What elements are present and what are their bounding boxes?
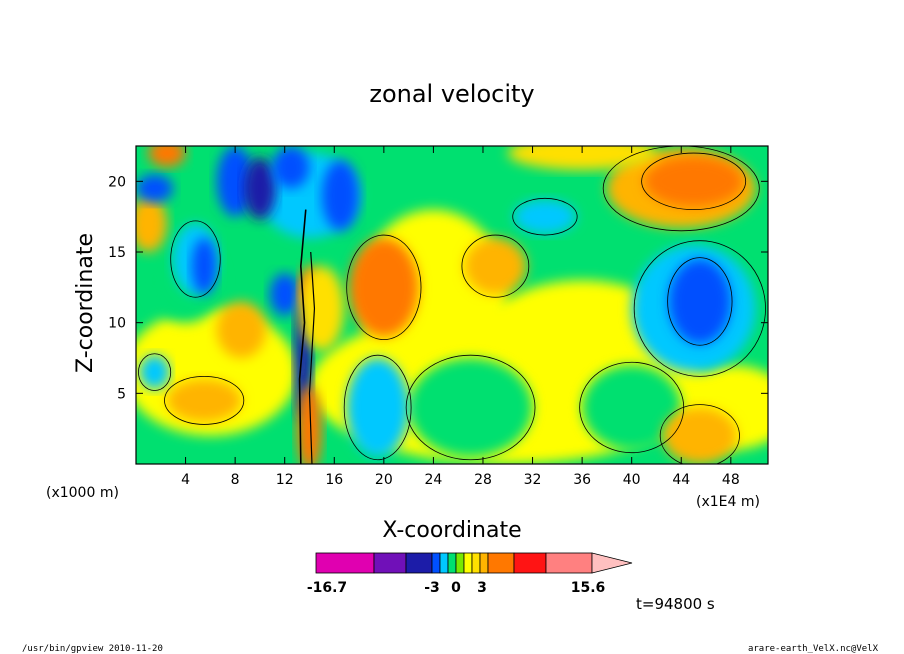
field-blob-15 [136,195,167,252]
field-blob-28 [136,174,174,203]
colorbar-level-0 [315,552,375,574]
colorbar-level-12 [545,552,593,574]
field-blob-26 [272,146,310,189]
contour-line-12 [659,404,740,464]
colorbar-level-8 [471,552,481,574]
colorbar-level-6 [455,552,465,574]
contour-lines [138,146,766,464]
field-blob-13 [166,379,242,422]
y-tick-label-1: 10 [108,316,126,332]
x-tick-label-5: 24 [424,472,442,488]
contour-column-line [298,209,307,464]
y-axis-label: Z-coordinate [73,233,98,373]
x-tick-label-8: 36 [573,472,591,488]
chart-title: zonal velocity [369,80,534,108]
x-tick-label-2: 12 [276,472,294,488]
x-axis-label: X-coordinate [382,518,521,543]
x-tick-label-6: 28 [474,472,492,488]
contour-line-10 [164,375,245,425]
colorbar-extend-arrow [591,552,633,574]
colorbar: -16.7 -3 0 3 15.6 [307,552,633,596]
field-blob-31 [148,146,186,168]
footer-right: arare-earth_VelX.nc@VelX [748,644,879,654]
field-blob-23 [191,237,217,295]
y-tick-label-2: 15 [108,245,126,261]
contour-line-5 [461,234,530,298]
field-blob-27 [321,160,360,231]
colorbar-level-10 [487,552,515,574]
y-tick-label-0: 5 [117,386,126,402]
field-blob-17 [668,259,731,344]
field-blob-18 [346,358,409,457]
x-tick-label-11: 48 [722,472,740,488]
field-blob-12 [464,237,527,295]
x-tick-label-1: 8 [231,472,240,488]
contour-line-2 [602,146,760,232]
y-unit-label: (x1000 m) [46,485,119,501]
colorbar-level-11 [513,552,547,574]
field-blob-25 [243,157,277,220]
colorbar-label-2: 0 [451,580,461,596]
plot-area [136,146,768,464]
colorbar-level-7 [463,552,473,574]
colorbar-label-1: -3 [424,580,440,596]
field-blob-6 [582,365,682,450]
field-blob-5 [408,358,533,457]
colorbar-label-4: 15.6 [571,580,606,596]
x-unit-label: (x1E4 m) [696,494,760,510]
footer-left: /usr/bin/gpview 2010-11-20 [22,644,163,654]
colorbar-level-9 [479,552,489,574]
y-axis: 5 10 15 20 [108,174,768,402]
field-blob-34 [216,301,267,358]
contour-line-8 [405,354,536,461]
x-tick-label-4: 20 [375,472,393,488]
field-blob-30 [269,273,300,316]
colorbar-level-4 [439,552,449,574]
x-tick-label-0: 4 [181,472,190,488]
field-blob-14 [662,407,738,464]
contour-line-3 [641,152,747,210]
y-tick-label-3: 20 [108,174,126,190]
contour-line-0 [633,240,766,377]
plot-frame [135,145,769,465]
x-tick-label-3: 16 [325,472,343,488]
contour-column-line-2 [308,251,316,464]
field-blob-19 [513,199,576,234]
contour-line-4 [346,234,422,341]
field-blob-24 [216,146,254,217]
contour-line-13 [138,353,172,391]
contour-line-1 [667,257,733,346]
colorbar-level-5 [447,552,457,574]
x-axis: 4 8 12 16 20 24 28 32 36 40 44 48 [181,146,740,488]
contour-line-11 [170,220,221,298]
field-blob-9 [644,155,744,207]
x-tick-label-9: 40 [623,472,641,488]
colorbar-level-2 [405,552,433,574]
field-blob-35 [299,266,345,351]
contour-field [136,146,768,464]
contour-line-6 [343,354,412,461]
field-blob-21 [139,355,170,390]
x-tick-label-7: 32 [524,472,542,488]
time-label: t=94800 s [636,595,715,613]
field-blob-10 [507,146,657,171]
colorbar-level-3 [431,552,441,574]
colorbar-label-0: -16.7 [307,580,347,596]
field-blob-32 [297,386,322,464]
contour-line-7 [512,197,578,236]
x-tick-label-10: 44 [672,472,690,488]
colorbar-label-3: 3 [477,580,487,596]
field-blob-11 [349,237,419,337]
colorbar-level-1 [373,552,407,574]
